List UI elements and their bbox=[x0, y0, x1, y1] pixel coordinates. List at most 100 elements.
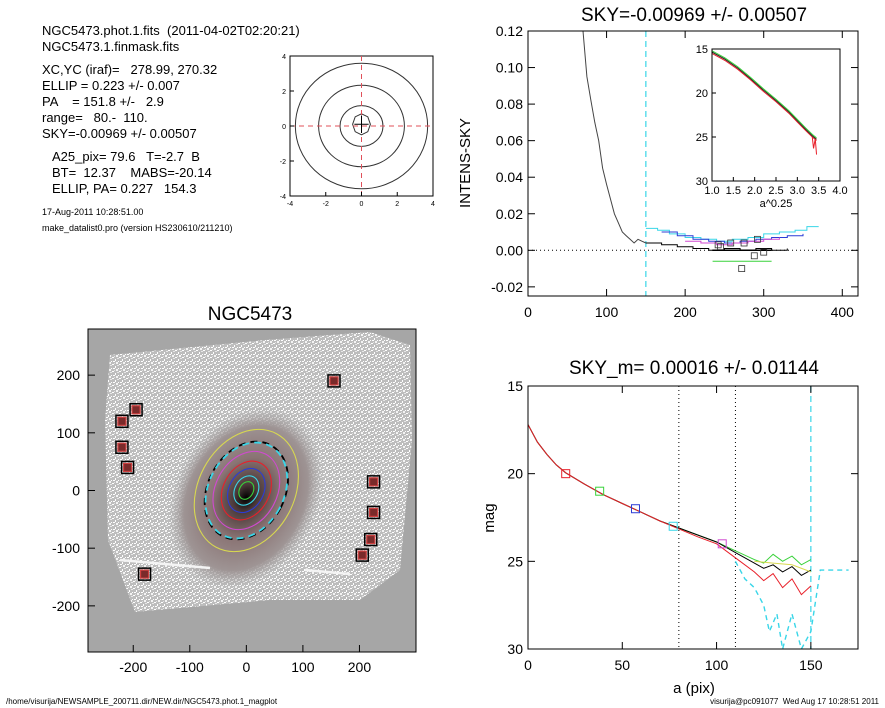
position-angle: PA = 151.8 +/- 2.9 bbox=[42, 94, 164, 109]
galaxy-body bbox=[168, 407, 324, 589]
inset-x-tick-label: 4.0 bbox=[832, 185, 847, 197]
magnitude-chart-title: SKY_m= 0.00016 +/- 0.01144 bbox=[569, 358, 819, 379]
intensity-y-axis-label: INTENS-SKY bbox=[457, 118, 474, 208]
masked-star-fill bbox=[122, 462, 133, 473]
magnitude-y-tick-label: 15 bbox=[507, 378, 523, 394]
contour-x-tick-label: -2 bbox=[323, 201, 329, 208]
isophote-ellipse-red bbox=[220, 460, 272, 521]
intensity-x-tick-label: 300 bbox=[752, 304, 776, 320]
masked-star-box bbox=[366, 475, 381, 489]
magnitude-series-yellow bbox=[754, 560, 812, 573]
contour-x-tick-label: 2 bbox=[395, 201, 399, 208]
galaxy-image-panel: NGC5473 -200 -100 0 100 200 -200 -100 0 100 200 bbox=[52, 304, 417, 675]
masked-star-box bbox=[366, 505, 381, 520]
magnitude-y-tick-label: 25 bbox=[507, 553, 523, 569]
sky-sample-square bbox=[750, 252, 758, 260]
intensity-y-tick-label: 0.06 bbox=[496, 133, 523, 149]
magnitude-marker-blue bbox=[630, 504, 640, 514]
inset-noise-red bbox=[811, 136, 818, 155]
contour-y-tick-label: -4 bbox=[280, 194, 286, 201]
isophote-ellipse-cyan bbox=[204, 441, 289, 540]
footer-path: /home/visurija/NEWSAMPLE_200711.dir/NEW.… bbox=[6, 697, 278, 706]
intensity-chart-title: SKY=-0.00969 +/- 0.00507 bbox=[581, 5, 807, 26]
magnitude-marker-red bbox=[561, 469, 571, 479]
contour-x-tick-label: 4 bbox=[431, 201, 435, 208]
isophote-ellipse-green bbox=[238, 481, 255, 500]
magnitude-y-axis-label: mag bbox=[481, 503, 498, 532]
sky-sample-square bbox=[714, 241, 722, 249]
isophote-ellipse-cyan bbox=[233, 475, 260, 506]
inset-curve-red bbox=[712, 52, 817, 141]
intensity-y-tick-label: 0.10 bbox=[496, 60, 523, 76]
magnitude-series-green bbox=[528, 424, 812, 566]
sky-sample-square bbox=[738, 265, 746, 272]
masked-star-fill bbox=[329, 376, 339, 386]
image-y-tick-label: 200 bbox=[57, 367, 81, 383]
image-y-tick-label: 0 bbox=[72, 483, 80, 499]
masked-star-fill bbox=[366, 534, 376, 545]
magnitude-frame bbox=[527, 385, 859, 650]
magnitude-series-cyan bbox=[734, 560, 849, 649]
magnitude-x-tick-label: 150 bbox=[799, 657, 823, 673]
inset-x-axis-label: a^0.25 bbox=[760, 198, 793, 210]
contour-panel: -4 -2 0 2 4 -4 -2 0 2 4 bbox=[280, 54, 435, 208]
masked-star-box bbox=[355, 548, 370, 562]
intensity-x-tick-label: 0 bbox=[524, 304, 532, 320]
footer-user: visurija@pc091077 Wed Aug 17 10:28:51 20… bbox=[710, 697, 879, 706]
contour-y-tick-label: 2 bbox=[282, 89, 286, 96]
image-x-tick-label: 0 bbox=[242, 659, 250, 675]
intensity-y-tick-label: 0.08 bbox=[496, 96, 523, 112]
magnitude-panel: SKY_m= 0.00016 +/- 0.01144 mag a (pix) 0… bbox=[481, 358, 859, 697]
intensity-y-tick-label: 0.02 bbox=[496, 206, 523, 222]
magnitude-marker-magenta bbox=[717, 539, 727, 549]
ellip-pa: ELLIP, PA= 0.227 154.3 bbox=[52, 181, 197, 196]
satellite-trail-right bbox=[304, 568, 351, 576]
masked-star-box bbox=[364, 532, 378, 547]
isophote-ellipse-blue bbox=[227, 467, 266, 514]
inset-y-tick-label: 25 bbox=[696, 132, 708, 144]
inset-panel: 1.0 1.5 2.0 2.5 3.0 3.5 4.0 15 20 25 30 a^0.25 bbox=[696, 44, 848, 210]
file-title: NGC5473.phot.1.fits (2011-04-02T02:20:21… bbox=[42, 23, 300, 38]
masked-star-box bbox=[115, 440, 129, 454]
image-x-tick-label: -100 bbox=[176, 659, 204, 675]
magnitude-x-axis-label: a (pix) bbox=[673, 680, 715, 697]
image-y-tick-label: -200 bbox=[52, 598, 80, 614]
contour-y-tick-label: -2 bbox=[280, 159, 286, 166]
masked-star-fill bbox=[368, 477, 379, 487]
sky-sample-square bbox=[717, 243, 724, 251]
intensity-y-tick-label: 0.00 bbox=[496, 242, 523, 258]
intensity-y-tick-label: 0.12 bbox=[496, 23, 523, 39]
masked-star-fill bbox=[117, 442, 127, 452]
intensity-x-tick-label: 100 bbox=[595, 304, 619, 320]
intensity-profile-line bbox=[582, 31, 647, 244]
masked-star-box bbox=[327, 374, 341, 388]
masked-star-box bbox=[115, 414, 129, 429]
inset-x-tick-label: 3.5 bbox=[811, 185, 826, 197]
intensity-step-magenta bbox=[685, 237, 780, 246]
mask-file: NGC5473.1.finmask.fits bbox=[42, 39, 180, 54]
inset-y-tick-label: 15 bbox=[696, 44, 708, 56]
sky-sample-square bbox=[727, 239, 735, 247]
image-x-tick-label: 100 bbox=[291, 659, 315, 675]
inset-curve-green bbox=[712, 50, 817, 139]
magnitude-series-black bbox=[528, 424, 812, 577]
sky-sample-square bbox=[754, 235, 761, 243]
isophote-ellipse-magenta bbox=[212, 450, 281, 531]
contour-y-tick-label: 4 bbox=[282, 54, 286, 61]
contour-x-tick-label: 0 bbox=[360, 201, 364, 208]
inset-x-tick-label: 1.5 bbox=[726, 185, 741, 197]
bt-mabs: BT= 12.37 MABS=-20.14 bbox=[52, 165, 212, 180]
magnitude-marker-green bbox=[595, 486, 605, 496]
magnitude-x-tick-label: 50 bbox=[614, 657, 630, 673]
galaxy-image-title: NGC5473 bbox=[208, 304, 293, 325]
intensity-x-tick-label: 400 bbox=[831, 304, 855, 320]
intensity-panel: SKY=-0.00969 +/- 0.00507 INTENS-SKY 0 100… bbox=[457, 5, 859, 320]
inset-y-tick-label: 30 bbox=[696, 176, 708, 188]
masked-star-fill bbox=[117, 416, 127, 426]
masked-star-box bbox=[120, 460, 135, 475]
inset-x-tick-label: 3.0 bbox=[790, 185, 805, 197]
ellipticity: ELLIP = 0.223 +/- 0.007 bbox=[42, 78, 180, 93]
contour-x-tick-label: -4 bbox=[287, 201, 293, 208]
masked-star-box bbox=[129, 403, 143, 417]
